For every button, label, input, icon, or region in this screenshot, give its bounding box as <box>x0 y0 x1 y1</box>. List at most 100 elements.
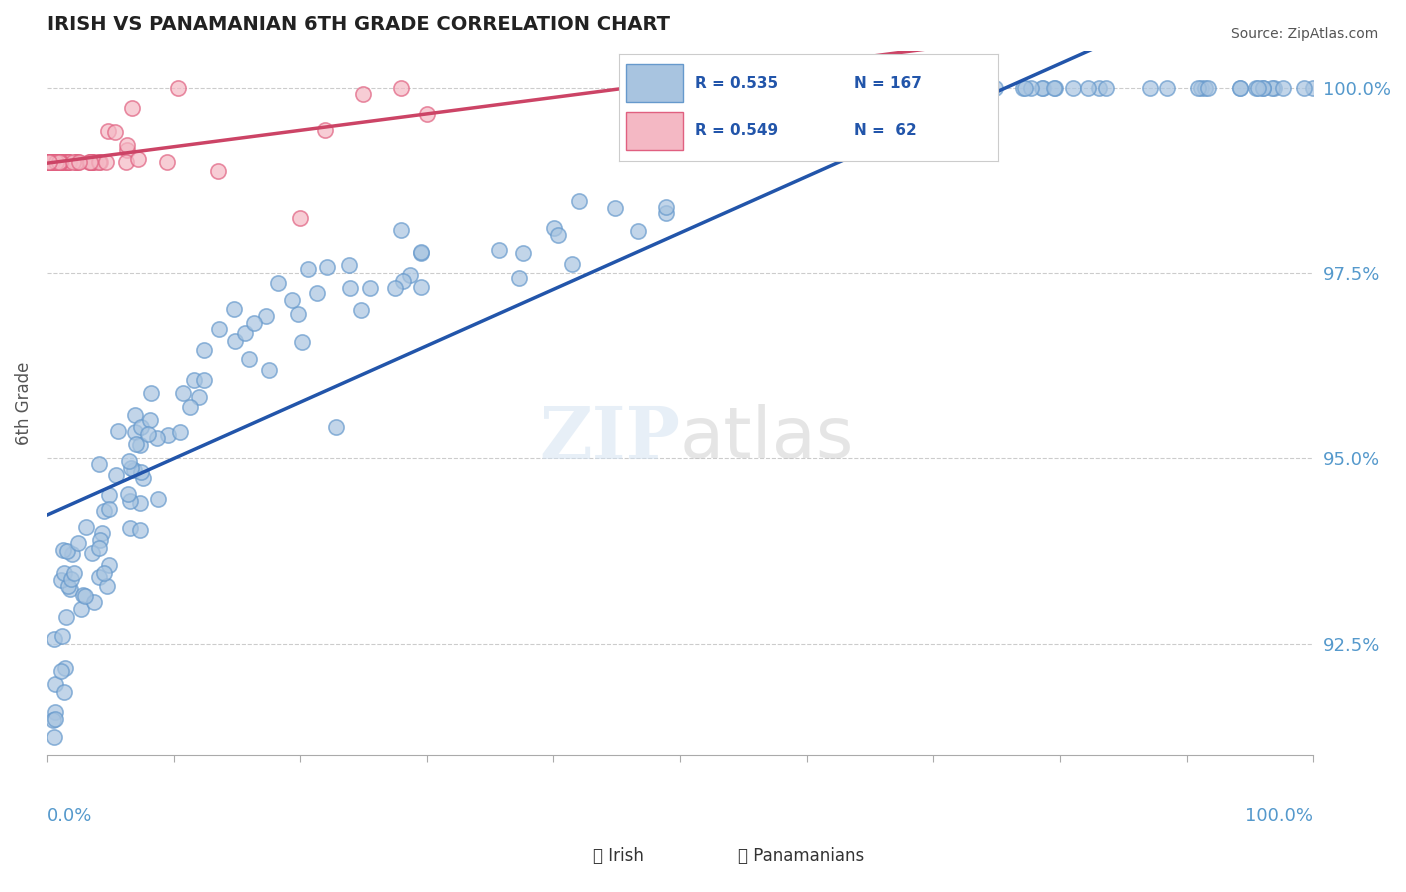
Point <box>945 81 967 95</box>
Point <box>291 335 314 350</box>
Point <box>1031 81 1053 95</box>
Point <box>846 81 869 95</box>
Point <box>711 98 734 112</box>
Point <box>49 155 72 169</box>
Point <box>877 81 900 95</box>
Point <box>84 155 107 169</box>
Point <box>56 155 79 169</box>
Point <box>58 578 80 592</box>
Point <box>984 81 1007 95</box>
Point <box>51 630 73 644</box>
Point <box>193 343 215 357</box>
Point <box>1271 81 1294 95</box>
Point <box>55 609 77 624</box>
Point <box>56 155 79 169</box>
Point <box>104 124 127 138</box>
Text: 100.0%: 100.0% <box>1246 806 1313 825</box>
Point <box>238 352 260 367</box>
Point <box>179 400 201 414</box>
Point <box>288 211 311 226</box>
Point <box>568 194 591 209</box>
Point <box>1197 81 1219 95</box>
Point <box>859 81 882 95</box>
Point <box>115 143 138 157</box>
Point <box>39 155 62 169</box>
Point <box>37 155 59 169</box>
Point <box>89 155 111 169</box>
Point <box>224 334 246 348</box>
Point <box>127 152 149 166</box>
Point <box>243 316 266 330</box>
Point <box>83 595 105 609</box>
Point <box>115 138 138 153</box>
Point <box>118 521 141 535</box>
Point <box>384 281 406 295</box>
Point <box>80 546 103 560</box>
Point <box>927 81 949 95</box>
Point <box>254 310 277 324</box>
Point <box>49 664 72 678</box>
Point <box>44 712 66 726</box>
Point <box>62 155 84 169</box>
Point <box>959 81 981 95</box>
Point <box>45 155 67 169</box>
Point <box>512 245 534 260</box>
Point <box>55 155 77 169</box>
Point <box>42 155 65 169</box>
Point <box>167 81 190 95</box>
Point <box>183 373 205 387</box>
Point <box>37 155 59 169</box>
Point <box>79 155 101 169</box>
Point <box>655 200 678 214</box>
Point <box>66 155 89 169</box>
Point <box>350 303 373 318</box>
Point <box>42 155 65 169</box>
Point <box>1043 81 1066 95</box>
Point <box>960 81 983 95</box>
Point <box>543 220 565 235</box>
Point <box>44 155 66 169</box>
Point <box>172 386 194 401</box>
Point <box>117 487 139 501</box>
Point <box>969 81 991 95</box>
Point <box>325 420 347 434</box>
Point <box>37 155 59 169</box>
Point <box>56 155 79 169</box>
Point <box>1247 81 1270 95</box>
Point <box>125 437 148 451</box>
Point <box>44 731 66 745</box>
Point <box>65 155 87 169</box>
Point <box>80 155 103 169</box>
Point <box>44 155 66 169</box>
Point <box>51 155 73 169</box>
Point <box>783 96 806 111</box>
Point <box>122 463 145 477</box>
Point <box>41 155 63 169</box>
Point <box>1229 81 1251 95</box>
Point <box>1012 81 1035 95</box>
Point <box>87 541 110 555</box>
Point <box>315 123 337 137</box>
Point <box>42 713 65 727</box>
Point <box>339 281 361 295</box>
Point <box>1032 81 1054 95</box>
Point <box>1251 81 1274 95</box>
Point <box>920 81 942 95</box>
Text: ⬜ Panamanians: ⬜ Panamanians <box>738 847 865 865</box>
Point <box>561 257 583 271</box>
Point <box>118 494 141 508</box>
Point <box>65 155 87 169</box>
Point <box>98 501 121 516</box>
Point <box>900 81 922 95</box>
Point <box>233 326 256 340</box>
Point <box>305 285 328 300</box>
Point <box>44 632 66 647</box>
Point <box>1292 81 1315 95</box>
Point <box>1019 81 1042 95</box>
Point <box>949 81 972 95</box>
Point <box>1261 81 1284 95</box>
Point <box>877 81 900 95</box>
Point <box>409 279 432 293</box>
Point <box>80 155 103 169</box>
Point <box>547 228 569 243</box>
